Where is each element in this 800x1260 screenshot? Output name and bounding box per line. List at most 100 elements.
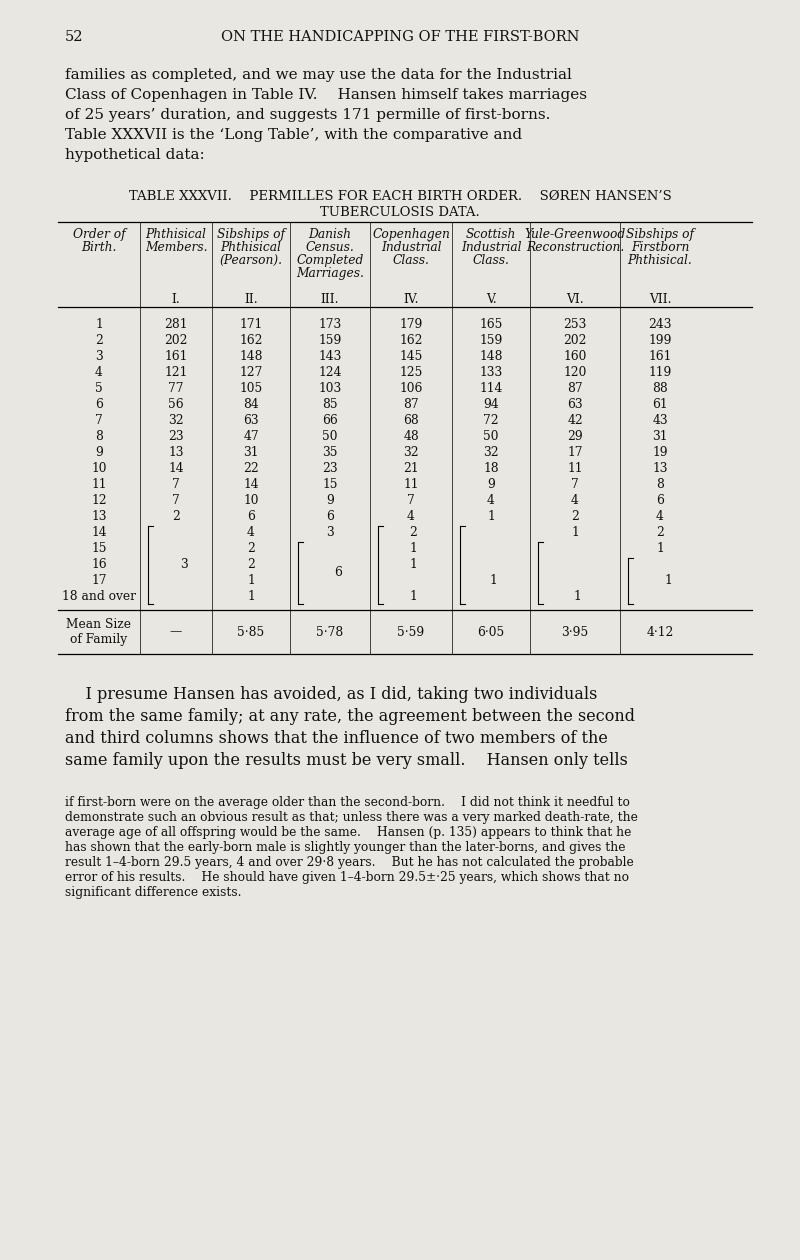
Text: 6: 6 xyxy=(326,510,334,523)
Text: 14: 14 xyxy=(91,527,107,539)
Text: 4: 4 xyxy=(407,510,415,523)
Text: 85: 85 xyxy=(322,398,338,412)
Text: 19: 19 xyxy=(652,446,668,460)
Text: 11: 11 xyxy=(91,479,106,491)
Text: 68: 68 xyxy=(403,415,419,427)
Text: 243: 243 xyxy=(648,319,672,331)
Text: Danish: Danish xyxy=(309,228,351,241)
Text: 148: 148 xyxy=(479,350,502,363)
Text: 202: 202 xyxy=(563,334,586,348)
Text: TABLE XXXVII.  PERMILLES FOR EACH BIRTH ORDER.  SØREN HANSEN’S: TABLE XXXVII. PERMILLES FOR EACH BIRTH O… xyxy=(129,190,671,203)
Text: 5·78: 5·78 xyxy=(316,625,344,639)
Text: 114: 114 xyxy=(479,383,502,396)
Text: 13: 13 xyxy=(652,462,668,475)
Text: 133: 133 xyxy=(479,367,502,379)
Text: 18: 18 xyxy=(483,462,499,475)
Text: 23: 23 xyxy=(322,462,338,475)
Text: Class.: Class. xyxy=(473,255,510,267)
Text: 159: 159 xyxy=(479,334,502,348)
Text: 29: 29 xyxy=(567,431,583,444)
Text: 2: 2 xyxy=(409,527,417,539)
Text: 1: 1 xyxy=(487,510,495,523)
Text: 161: 161 xyxy=(164,350,188,363)
Text: 72: 72 xyxy=(483,415,499,427)
Text: significant difference exists.: significant difference exists. xyxy=(65,886,242,898)
Text: has shown that the early-born male is slightly younger than the later-borns, and: has shown that the early-born male is sl… xyxy=(65,840,626,854)
Text: Reconstruction.: Reconstruction. xyxy=(526,241,624,255)
Text: 6·05: 6·05 xyxy=(478,625,505,639)
Text: ON THE HANDICAPPING OF THE FIRST-BORN: ON THE HANDICAPPING OF THE FIRST-BORN xyxy=(221,30,579,44)
Text: 32: 32 xyxy=(403,446,419,460)
Text: 63: 63 xyxy=(243,415,259,427)
Text: —: — xyxy=(170,625,182,639)
Text: Scottish: Scottish xyxy=(466,228,516,241)
Text: 105: 105 xyxy=(239,383,262,396)
Text: 1: 1 xyxy=(656,543,664,556)
Text: 13: 13 xyxy=(168,446,184,460)
Text: families as completed, and we may use the data for the Industrial: families as completed, and we may use th… xyxy=(65,68,572,82)
Text: from the same family; at any rate, the agreement between the second: from the same family; at any rate, the a… xyxy=(65,708,635,724)
Text: 7: 7 xyxy=(407,494,415,508)
Text: 35: 35 xyxy=(322,446,338,460)
Text: 124: 124 xyxy=(318,367,342,379)
Text: 8: 8 xyxy=(95,431,103,444)
Text: 106: 106 xyxy=(399,383,422,396)
Text: 4: 4 xyxy=(487,494,495,508)
Text: 23: 23 xyxy=(168,431,184,444)
Text: 6: 6 xyxy=(247,510,255,523)
Text: 3: 3 xyxy=(326,527,334,539)
Text: 9: 9 xyxy=(95,446,103,460)
Text: 179: 179 xyxy=(399,319,422,331)
Text: 32: 32 xyxy=(483,446,499,460)
Text: of 25 years’ duration, and suggests 171 permille of first-borns.: of 25 years’ duration, and suggests 171 … xyxy=(65,108,550,122)
Text: 88: 88 xyxy=(652,383,668,396)
Text: Members.: Members. xyxy=(145,241,207,255)
Text: 2: 2 xyxy=(172,510,180,523)
Text: average age of all offspring would be the same.  Hansen (p. 135) appears to thin: average age of all offspring would be th… xyxy=(65,827,631,839)
Text: 281: 281 xyxy=(164,319,188,331)
Text: 1: 1 xyxy=(409,558,417,572)
Text: 5: 5 xyxy=(95,383,103,396)
Text: Phthisical: Phthisical xyxy=(146,228,206,241)
Text: 48: 48 xyxy=(403,431,419,444)
Text: error of his results.  He should have given 1–4-born 29.5±·25 years, which shows: error of his results. He should have giv… xyxy=(65,871,629,885)
Text: II.: II. xyxy=(244,294,258,306)
Text: Sibships of: Sibships of xyxy=(217,228,285,241)
Text: 1: 1 xyxy=(571,527,579,539)
Text: 202: 202 xyxy=(164,334,188,348)
Text: 119: 119 xyxy=(648,367,672,379)
Text: 1: 1 xyxy=(95,319,103,331)
Text: 32: 32 xyxy=(168,415,184,427)
Text: 11: 11 xyxy=(567,462,582,475)
Text: 14: 14 xyxy=(168,462,184,475)
Text: demonstrate such an obvious result as that; unless there was a very marked death: demonstrate such an obvious result as th… xyxy=(65,811,638,824)
Text: 12: 12 xyxy=(91,494,107,508)
Text: 125: 125 xyxy=(399,367,422,379)
Text: 42: 42 xyxy=(567,415,583,427)
Text: 2: 2 xyxy=(247,543,255,556)
Text: Copenhagen: Copenhagen xyxy=(372,228,450,241)
Text: 50: 50 xyxy=(483,431,498,444)
Text: 6: 6 xyxy=(334,567,342,580)
Text: Industrial: Industrial xyxy=(461,241,522,255)
Text: 3: 3 xyxy=(95,350,103,363)
Text: 77: 77 xyxy=(168,383,184,396)
Text: 4: 4 xyxy=(95,367,103,379)
Text: 1: 1 xyxy=(409,543,417,556)
Text: 161: 161 xyxy=(648,350,672,363)
Text: 43: 43 xyxy=(652,415,668,427)
Text: 7: 7 xyxy=(571,479,579,491)
Text: 18 and over: 18 and over xyxy=(62,591,136,604)
Text: V.: V. xyxy=(486,294,496,306)
Text: 171: 171 xyxy=(239,319,262,331)
Text: 7: 7 xyxy=(172,494,180,508)
Text: 61: 61 xyxy=(652,398,668,412)
Text: 4: 4 xyxy=(656,510,664,523)
Text: 1: 1 xyxy=(247,575,255,587)
Text: 162: 162 xyxy=(399,334,422,348)
Text: 66: 66 xyxy=(322,415,338,427)
Text: Class of Copenhagen in Table IV.  Hansen himself takes marriages: Class of Copenhagen in Table IV. Hansen … xyxy=(65,88,587,102)
Text: 145: 145 xyxy=(399,350,422,363)
Text: Phthisical.: Phthisical. xyxy=(628,255,692,267)
Text: 17: 17 xyxy=(567,446,582,460)
